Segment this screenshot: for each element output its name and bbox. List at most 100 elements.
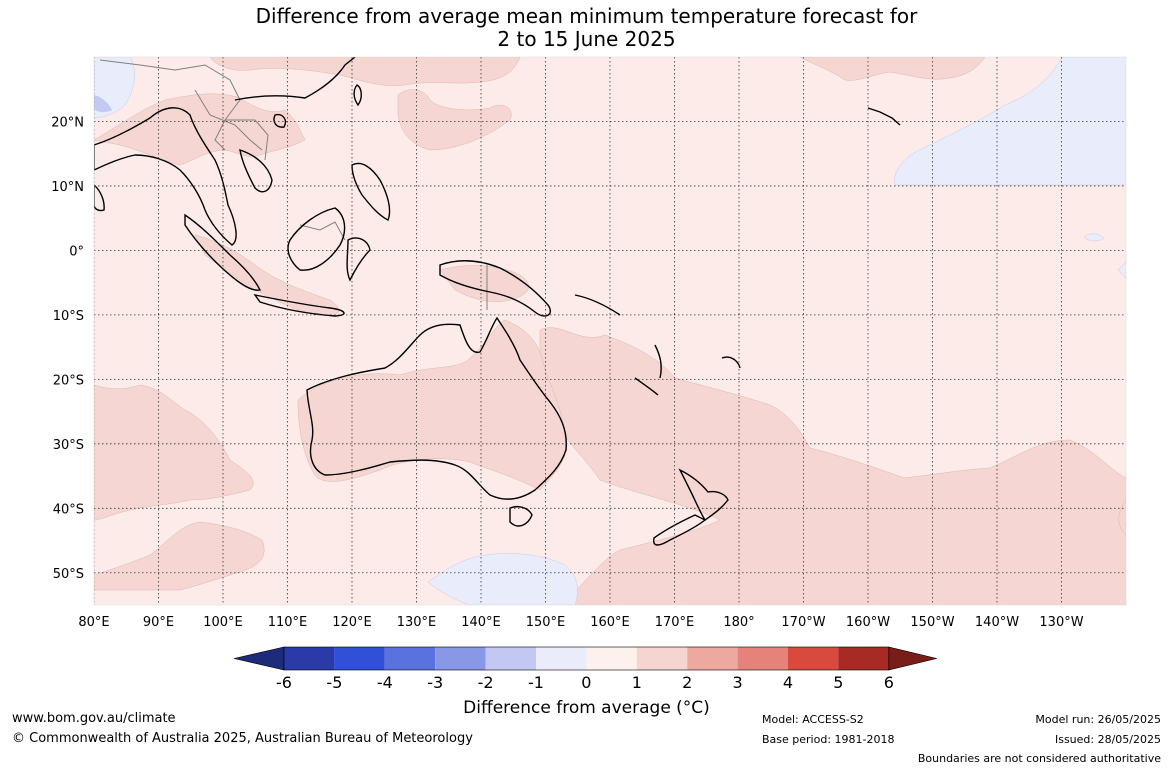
coast-china [234, 57, 356, 101]
colorbar [233, 646, 937, 671]
longitude-label: 100°E [203, 615, 243, 630]
longitude-label: 120°E [332, 615, 372, 630]
longitude-label: 180° [723, 615, 754, 630]
colorbar-tick-label: -3 [427, 673, 443, 692]
longitude-labels: 80°E 90°E 100°E 110°E 120°E 130°E 140°E 150°E 16… [78, 615, 1083, 630]
coast-borneo [287, 207, 346, 271]
colorbar-extend-high [888, 646, 937, 671]
colorbar-tick-label: -6 [276, 673, 292, 692]
anomaly-region-east-pacific-cool [894, 57, 1126, 186]
colorbar-swatch [687, 647, 738, 670]
longitude-label: 80°E [78, 615, 109, 630]
coast-new-caledonia [634, 377, 659, 396]
coast-hainan [273, 113, 287, 128]
anomaly-region-australia [297, 319, 566, 491]
colorbar-swatch [636, 647, 688, 670]
latitude-label: 10°S [53, 309, 84, 324]
colorbar-tick-label: -1 [528, 673, 544, 692]
anomaly-region-se-asia [94, 93, 306, 166]
colorbar-title: Difference from average (°C) [463, 698, 710, 718]
colorbar-swatch [334, 647, 385, 670]
anomaly-region-south-pacific [538, 327, 1126, 605]
longitude-label: 150°E [526, 615, 566, 630]
colorbar-swatch [284, 647, 335, 670]
longitude-label: 130°W [1039, 615, 1083, 630]
longitude-label: 170°W [781, 615, 825, 630]
model-name: Model: ACCESS-S2 [762, 713, 864, 726]
coast-new-guinea [439, 260, 552, 317]
coast-hawaii [867, 107, 901, 126]
source-url: www.bom.gov.au/climate [12, 711, 176, 726]
latitude-label: 20°N [51, 115, 84, 130]
coast-solomon-islands [574, 294, 621, 316]
copyright-notice: © Commonwealth of Australia 2025, Austra… [12, 731, 473, 746]
graticule [94, 57, 1126, 605]
latitude-label: 20°S [53, 373, 84, 388]
colorbar-extend-low [233, 646, 285, 671]
model-run-date: Model run: 26/05/2025 [1035, 713, 1161, 726]
longitude-label: 150°W [910, 615, 954, 630]
longitude-label: 130°E [397, 615, 437, 630]
colorbar-tick-label: 6 [884, 673, 894, 692]
colorbar-tick-label: -4 [377, 673, 393, 692]
longitude-label: 140°E [461, 615, 501, 630]
coast-new-zealand-south [653, 514, 707, 546]
map-frame [93, 56, 1127, 606]
colorbar-swatch [788, 647, 839, 670]
colorbar-swatch [485, 647, 536, 670]
anomaly-region-coast-cool [1117, 261, 1126, 279]
base-period: Base period: 1981-2018 [762, 733, 895, 746]
coast-australia [306, 316, 567, 500]
colorbar-tick-label: 3 [733, 673, 743, 692]
country-borders [99, 59, 488, 310]
latitude-label: 10°N [51, 180, 84, 195]
colorbar-frame [283, 646, 890, 671]
anomaly-region-southwest [94, 521, 265, 591]
colorbar-swatch [536, 647, 587, 670]
anomaly-region-philippine-sea [397, 89, 512, 151]
map-title-line-1: Difference from average mean minimum tem… [255, 4, 918, 28]
anomaly-region-new-guinea [439, 265, 529, 302]
map-title-line-2: 2 to 15 June 2025 [497, 27, 676, 51]
longitude-label: 110°E [268, 615, 308, 630]
anomaly-region-mid-north-pacific [799, 57, 986, 81]
latitude-label: 0° [69, 244, 84, 259]
colorbar-swatch [737, 647, 788, 670]
colorbar-tick-labels: -6 -5 -4 -3 -2 -1 0 1 2 3 4 5 6 [276, 673, 894, 692]
longitude-label: 140°W [975, 615, 1019, 630]
colorbar-tick-label: 0 [581, 673, 591, 692]
anomaly-region-tibet-strong-cool [94, 95, 112, 113]
anomaly-region-north-pacific [209, 57, 521, 86]
latitude-label: 50°S [53, 567, 84, 582]
latitude-label: 40°S [53, 502, 84, 517]
longitude-label: 160°W [846, 615, 890, 630]
anomaly-region-indian-ocean [94, 384, 254, 521]
coast-new-zealand-north [678, 468, 729, 522]
coast-india-edge [94, 184, 105, 212]
map-panel [94, 57, 1126, 605]
coast-indochina [94, 107, 237, 246]
colorbar-tick-label: -2 [478, 673, 494, 692]
colorbar-swatch [435, 647, 486, 670]
colorbar-swatch [586, 647, 637, 670]
boundary-disclaimer: Boundaries are not considered authoritat… [917, 752, 1161, 765]
coast-taiwan [353, 84, 362, 107]
coast-vietnam [239, 148, 273, 193]
coast-tasmania [509, 506, 533, 527]
coast-philippines [351, 162, 391, 221]
latitude-label: 30°S [53, 438, 84, 453]
coast-sulawesi [346, 237, 371, 282]
coast-vanuatu [654, 344, 662, 379]
colorbar-tick-label: -5 [326, 673, 342, 692]
longitude-label: 160°E [590, 615, 630, 630]
colorbar-tick-label: 1 [632, 673, 642, 692]
longitude-label: 170°E [655, 615, 695, 630]
anomaly-region-southern-ocean-cool [427, 553, 578, 605]
colorbar-swatch [384, 647, 436, 670]
issued-date: Issued: 28/05/2025 [1054, 733, 1161, 746]
longitude-label: 90°E [143, 615, 174, 630]
latitude-labels: 20°N 10°N 0° 10°S 20°S 30°S 40°S 50°S [51, 115, 84, 581]
colorbar-tick-label: 4 [783, 673, 793, 692]
coast-sumatra [184, 213, 262, 291]
